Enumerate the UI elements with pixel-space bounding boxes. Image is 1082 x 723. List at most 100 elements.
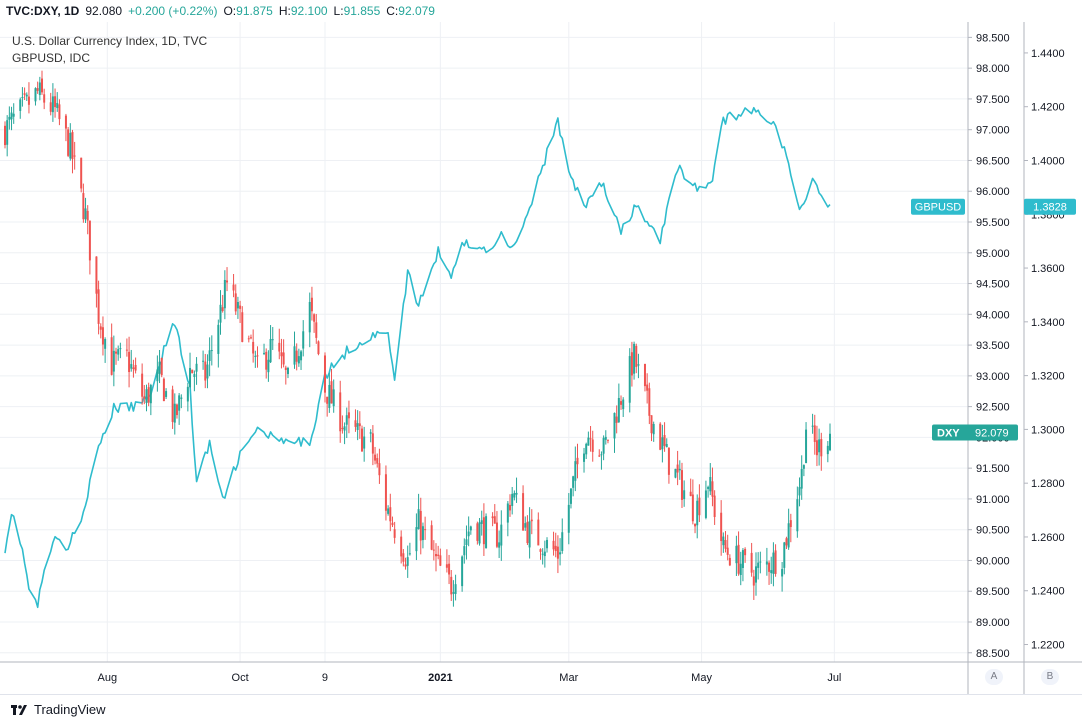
candle-body [798, 487, 801, 496]
candle-body [600, 454, 603, 456]
candle-body [369, 432, 372, 434]
candle-body [678, 468, 681, 471]
candle-body [36, 88, 39, 91]
candle-body [210, 350, 213, 352]
candle-body [539, 549, 542, 552]
candle-body [193, 374, 196, 378]
candle-body [445, 564, 448, 568]
candle-body [752, 576, 755, 586]
left-axis-label: 92.500 [976, 402, 1010, 414]
candle-body [297, 356, 300, 364]
candle-body [772, 552, 775, 574]
axes [0, 22, 1082, 694]
candle-body [86, 210, 89, 221]
candle-body [604, 436, 607, 440]
auto-scale-button[interactable]: A [985, 669, 1003, 685]
candle-body [728, 557, 731, 566]
candle-body [173, 403, 176, 423]
candle-body [770, 570, 773, 574]
left-axis-label: 98.500 [976, 32, 1010, 44]
left-axis-label: 90.000 [976, 555, 1010, 567]
candle-body [171, 389, 174, 422]
candle-body [561, 532, 564, 551]
candle-body [665, 444, 668, 448]
candle-body [421, 526, 424, 541]
candle-body [574, 461, 577, 481]
tradingview-brand[interactable]: TradingView [10, 702, 106, 717]
legend-overlay-series[interactable]: GBPUSD, IDC [12, 51, 91, 65]
candle-body [711, 481, 714, 497]
last-value-badges: GBPUSD 1.3828 DXY 92.079 [911, 198, 1076, 441]
candle-body [21, 96, 24, 98]
candle-body [376, 458, 379, 464]
candle-body [750, 552, 753, 573]
scale-b-button[interactable]: B [1041, 669, 1059, 685]
dxy-value-label: 92.079 [975, 428, 1009, 440]
candle-body [720, 512, 723, 542]
candle-body [332, 389, 335, 407]
candle-body [408, 553, 411, 555]
candle-body [650, 415, 653, 434]
gbpusd-value-badge [1024, 198, 1076, 215]
candle-body [99, 326, 102, 330]
low-value: 91.855 [343, 4, 381, 18]
candle-body [744, 548, 747, 556]
candle-body [356, 423, 359, 430]
legend-main-series[interactable]: U.S. Dollar Currency Index, 1D, TVC [12, 34, 208, 48]
candle-body [49, 102, 52, 112]
candle-body [341, 427, 344, 429]
candle-body [56, 102, 59, 109]
candle-body [491, 516, 494, 519]
candle-body [73, 155, 76, 157]
candle-body [696, 500, 699, 526]
candle-body [704, 490, 707, 518]
grid-lines [0, 22, 968, 662]
candle-body [515, 492, 518, 495]
candle-body [23, 93, 26, 95]
candle-body [387, 508, 390, 514]
candle-body [802, 465, 805, 469]
candle-body [265, 351, 268, 370]
candle-body [110, 337, 113, 375]
footer-bar: TradingView [0, 694, 1082, 723]
candle-body [452, 592, 455, 594]
candle-body [765, 561, 768, 565]
candle-body [247, 338, 250, 340]
symbol-header: TVC:DXY, 1D 92.080 +0.200 (+0.22%) O:91.875… [0, 0, 1082, 22]
x-axis-label: Aug [98, 672, 118, 684]
candle-body [522, 493, 525, 531]
candle-body [8, 116, 11, 120]
axis-labels: 98.500 98.000 97.500 97.000 96.500 96.000 95.5… [98, 32, 1065, 684]
candle-body [698, 497, 701, 516]
candle-body [448, 563, 451, 575]
candle-body [391, 522, 394, 526]
candle-body [88, 220, 91, 261]
candle-body [195, 363, 198, 372]
candle-body [384, 474, 387, 511]
candle-body [646, 384, 649, 391]
candle-body [620, 401, 623, 405]
low-label: L: [333, 4, 344, 18]
candle-body [676, 464, 679, 473]
candle-body [469, 526, 472, 531]
right-axis-label: 1.4400 [1031, 48, 1065, 60]
symbol-name[interactable]: TVC:DXY, 1D [6, 4, 80, 18]
candle-body [241, 312, 244, 342]
x-axis-label: 2021 [428, 672, 452, 684]
candle-body [480, 520, 483, 524]
candle-body [363, 436, 366, 449]
gbpusd-name-label: GBPUSD [915, 202, 962, 214]
x-axis-label: May [691, 672, 712, 684]
left-axis-label: 89.000 [976, 617, 1010, 629]
candle-body [476, 523, 479, 541]
candle-body [300, 351, 303, 361]
candle-body [206, 364, 209, 379]
candle-body [602, 437, 605, 454]
candle-body [643, 363, 646, 387]
candle-body [158, 361, 161, 374]
right-axis-label: 1.2800 [1031, 478, 1065, 490]
candle-body [437, 554, 440, 556]
x-axis-label: Jul [827, 672, 841, 684]
candle-body [726, 547, 729, 555]
